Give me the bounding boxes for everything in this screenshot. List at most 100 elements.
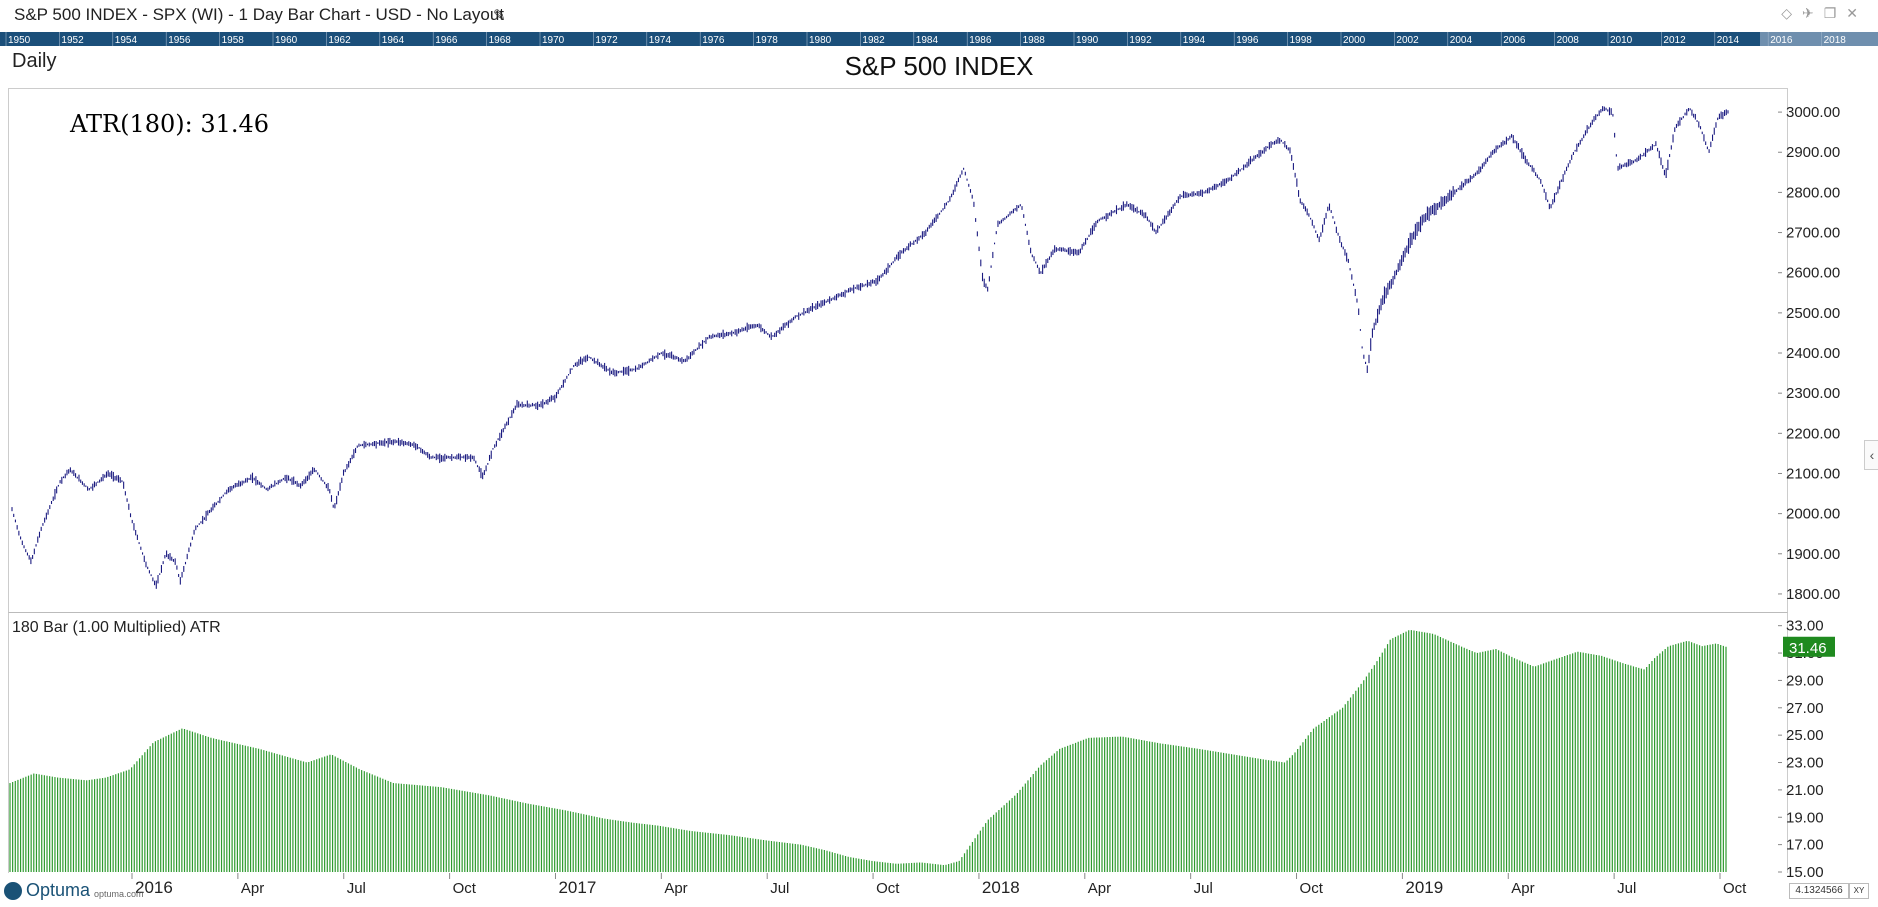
atr-y-label: 29.00 [1786, 672, 1824, 689]
timeline-year-label: 1982 [862, 35, 885, 46]
x-tick-label: 2018 [982, 878, 1020, 897]
price-y-axis: 3000.00 2900.00 2800.00 2700.00 2600.00 2500.… [1778, 104, 1840, 603]
x-tick-label: Jul [1617, 880, 1636, 897]
chart-title: S&P 500 INDEX [844, 51, 1034, 81]
timeline-year-label: 2014 [1717, 35, 1740, 46]
price-y-label: 3000.00 [1786, 104, 1840, 121]
x-tick-label: Apr [664, 880, 687, 897]
timeline-year-label: 1958 [222, 35, 245, 46]
x-tick-label: Jul [1194, 880, 1213, 897]
atr-y-label: 17.00 [1786, 837, 1824, 854]
x-tick-label: Jul [770, 880, 789, 897]
atr-y-axis: 33.0031.0029.0027.0025.0023.0021.0019.00… [1778, 618, 1824, 881]
price-y-label: 2300.00 [1786, 385, 1840, 402]
timeline-year-label: 1992 [1129, 35, 1152, 46]
atr-y-label: 15.00 [1786, 864, 1824, 881]
atr-y-label: 27.00 [1786, 700, 1824, 717]
atr-last-value: 31.46 [1789, 640, 1827, 657]
window-controls: ◇✈❐✕ [1781, 5, 1868, 22]
optuma-logo-icon [4, 882, 22, 900]
periodicity-label[interactable]: Daily [12, 50, 57, 72]
price-y-label: 1900.00 [1786, 546, 1840, 563]
timeline-year-label: 2016 [1770, 35, 1793, 46]
atr-last-badge [1783, 636, 1835, 657]
brand-site: optuma.com [94, 889, 144, 899]
pencil-icon[interactable]: ✎ [493, 7, 506, 24]
timeline-year-label: 1998 [1290, 35, 1313, 46]
timeline-year-label: 1976 [702, 35, 725, 46]
atr-y-label: 19.00 [1786, 809, 1824, 826]
atr-y-label: 33.00 [1786, 618, 1824, 635]
timeline-year-label: 1960 [275, 35, 298, 46]
timeline-year-label: 2006 [1503, 35, 1526, 46]
timeline-year-label: 1984 [916, 35, 939, 46]
timeline-year-label: 2008 [1557, 35, 1580, 46]
timeline-year-label: 1988 [1023, 35, 1046, 46]
timeline-year-label: 2018 [1824, 35, 1847, 46]
x-tick-label: 2016 [135, 878, 173, 897]
atr-bars [9, 630, 1727, 872]
price-y-label: 2600.00 [1786, 265, 1840, 282]
x-tick-label: Oct [876, 880, 900, 897]
atr-y-label: 25.00 [1786, 727, 1824, 744]
close-icon[interactable]: ✕ [1846, 5, 1868, 21]
window-titlebar: S&P 500 INDEX - SPX (WI) - 1 Day Bar Cha… [0, 0, 1878, 32]
price-y-label: 2000.00 [1786, 506, 1840, 523]
price-y-label: 1800.00 [1786, 586, 1840, 603]
timeline-year-label: 1950 [8, 35, 31, 46]
diamond-icon[interactable]: ◇ [1781, 5, 1802, 21]
timeline-year-label: 1974 [649, 35, 672, 46]
timeline-year-label: 2010 [1610, 35, 1633, 46]
timeline-year-label: 1978 [756, 35, 779, 46]
timeline-year-label: 1964 [382, 35, 405, 46]
atr-panel-label: 180 Bar (1.00 Multiplied) ATR [12, 619, 221, 636]
atr-y-label: 23.00 [1786, 755, 1824, 772]
timeline-year-label: 2012 [1663, 35, 1686, 46]
pin-icon[interactable]: ✈ [1801, 5, 1824, 21]
collapse-panel-button[interactable]: ‹ [1864, 440, 1878, 470]
price-y-label: 2900.00 [1786, 144, 1840, 161]
timeline-window [1760, 32, 1878, 46]
timeline-year-label: 1954 [115, 35, 138, 46]
x-tick-label: 2017 [558, 878, 596, 897]
timeline-year-label: 1986 [969, 35, 992, 46]
atr-y-label: 21.00 [1786, 782, 1824, 799]
x-axis: 2016 Apr Jul Oct 2017 Apr Jul Oct 2018 Apr Jul Oct 2… [131, 873, 1747, 897]
timeline-year-label: 1994 [1183, 35, 1206, 46]
timeline-track [0, 32, 1760, 46]
price-y-label: 2800.00 [1786, 184, 1840, 201]
cursor-readout: 4.1324566 [1789, 883, 1849, 899]
timeline-year-label: 1996 [1236, 35, 1259, 46]
price-y-label: 2200.00 [1786, 425, 1840, 442]
price-y-label: 2700.00 [1786, 225, 1840, 242]
brand-name: Optuma [26, 880, 91, 900]
timeline-year-label: 2002 [1396, 35, 1419, 46]
window-title: S&P 500 INDEX - SPX (WI) - 1 Day Bar Cha… [14, 5, 505, 24]
timeline-year-label: 1972 [595, 35, 618, 46]
timeline-year-label: 1980 [809, 35, 832, 46]
atr-panel[interactable] [8, 612, 1788, 873]
x-tick-label: Oct [1300, 880, 1324, 897]
x-tick-label: Oct [1723, 880, 1747, 897]
x-tick-label: Oct [453, 880, 477, 897]
timeline-year-label: 1952 [61, 35, 84, 46]
price-y-label: 2400.00 [1786, 345, 1840, 362]
restore-icon[interactable]: ❐ [1823, 5, 1847, 21]
timeline-year-label: 1990 [1076, 35, 1099, 46]
x-tick-label: Jul [347, 880, 366, 897]
timeline-year-label: 2000 [1343, 35, 1366, 46]
price-panel[interactable] [8, 88, 1788, 612]
x-tick-label: 2019 [1405, 878, 1443, 897]
timeline-year-label: 1956 [168, 35, 191, 46]
x-tick-label: Apr [1511, 880, 1534, 897]
price-y-label: 2500.00 [1786, 305, 1840, 322]
xy-mode-button[interactable]: XY [1849, 883, 1869, 899]
timeline-year-label: 1970 [542, 35, 565, 46]
x-tick-label: Apr [1088, 880, 1111, 897]
timeline-scroller[interactable]: 1950 1952 1954 1956 1958 1960 1962 1964 1966 1968… [0, 32, 1878, 46]
timeline-year-label: 1962 [328, 35, 351, 46]
timeline-year-label: 1966 [435, 35, 458, 46]
atr-overlay-label: ATR(180): 31.46 [70, 110, 270, 138]
timeline-year-label: 2004 [1450, 35, 1473, 46]
